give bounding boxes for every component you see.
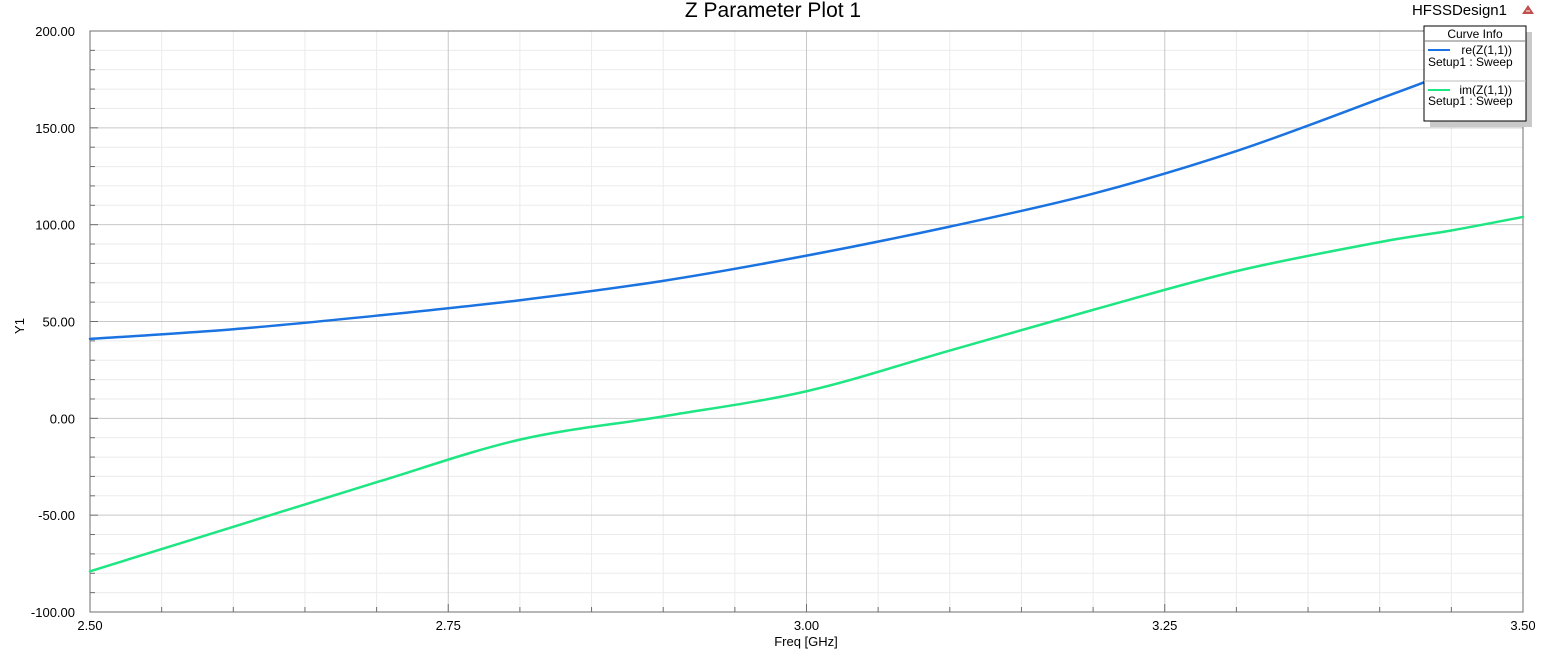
y-tick-label: -100.00 <box>31 605 75 620</box>
legend-frame <box>1423 25 1527 122</box>
y-tick-label: 50.00 <box>42 315 75 330</box>
y-tick-label: 0.00 <box>50 411 75 426</box>
series-line-re-z11 <box>88 39 1525 341</box>
series-line-im-z11 <box>88 215 1525 573</box>
y-tick-label: 100.00 <box>35 218 75 233</box>
y-tick-label: 200.00 <box>35 24 75 39</box>
legend-box[interactable]: Curve Info re(Z(1,1)) Setup1 : Sweep im(… <box>1423 25 1532 127</box>
ansys-logo-icon <box>1522 5 1534 14</box>
x-tick-label: 2.50 <box>77 618 102 633</box>
series-lines <box>88 39 1525 573</box>
grid <box>89 30 1524 613</box>
y-tick-label: -50.00 <box>38 508 75 523</box>
design-name: HFSSDesign1 <box>1412 2 1507 19</box>
x-axis-label: Freq [GHz] <box>774 634 838 649</box>
legend-entry-re-name: re(Z(1,1)) <box>1461 43 1512 57</box>
chart-title: Z Parameter Plot 1 <box>685 0 861 22</box>
x-tick-label: 3.50 <box>1510 618 1535 633</box>
axis-ticks: 2.50 2.75 3.00 3.25 3.50 -100.00 -50.00 0.00 50.… <box>31 24 1536 633</box>
legend-entry-im[interactable]: im(Z(1,1)) Setup1 : Sweep <box>1428 83 1513 108</box>
legend-entry-im-name: im(Z(1,1)) <box>1459 83 1512 97</box>
legend-entry-im-setup: Setup1 : Sweep <box>1428 94 1513 108</box>
y-tick-label: 150.00 <box>35 121 75 136</box>
legend-entry-re[interactable]: re(Z(1,1)) Setup1 : Sweep <box>1428 43 1513 69</box>
x-tick-label: 2.75 <box>436 618 461 633</box>
x-tick-label: 3.00 <box>794 618 819 633</box>
legend-title: Curve Info <box>1447 27 1503 41</box>
legend-entry-re-setup: Setup1 : Sweep <box>1428 55 1513 69</box>
y-axis-label: Y1 <box>12 318 27 334</box>
x-tick-label: 3.25 <box>1152 618 1177 633</box>
